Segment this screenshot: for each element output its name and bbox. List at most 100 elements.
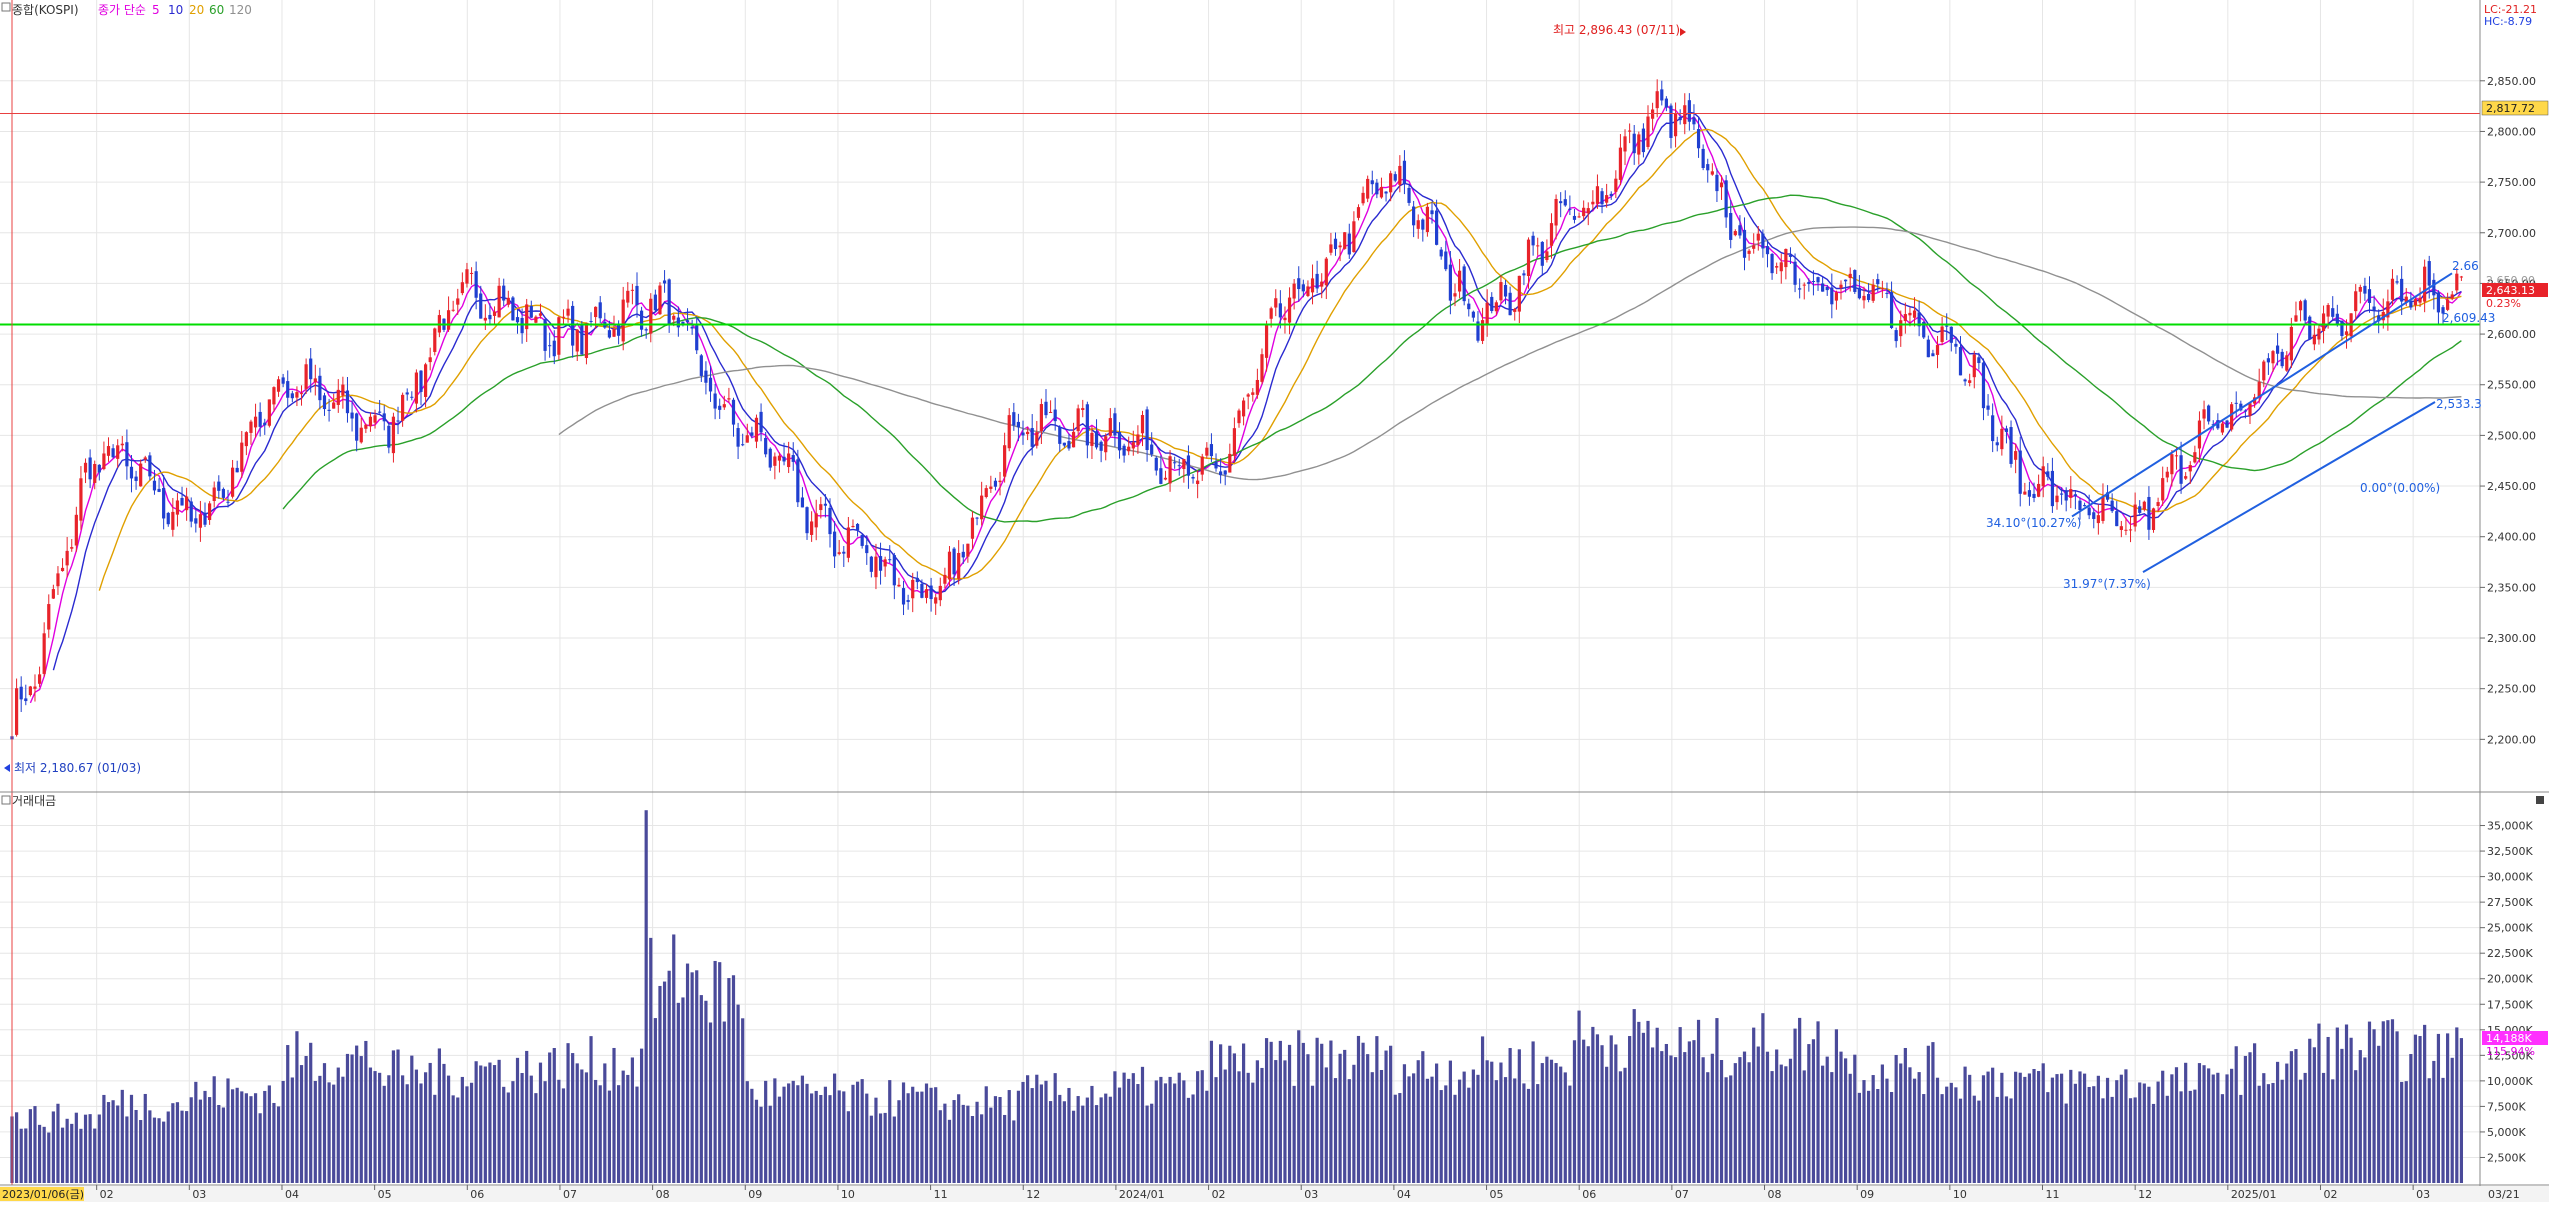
volume-bar <box>134 1109 138 1183</box>
month-tick-label: 05 <box>1490 1188 1504 1201</box>
volume-bar <box>768 1105 772 1183</box>
month-tick-label: 06 <box>1582 1188 1596 1201</box>
volume-bar <box>116 1105 120 1183</box>
candle-body <box>800 497 805 508</box>
candle-body <box>777 455 782 461</box>
volume-bar <box>2423 1024 2427 1183</box>
volume-bar <box>1246 1072 1250 1183</box>
ma-20-line <box>98 128 2462 591</box>
candle-body <box>1885 292 1889 294</box>
candle-body <box>198 514 203 528</box>
volume-bar <box>341 1076 345 1183</box>
candle-body <box>1706 164 1710 171</box>
candle-body <box>741 444 745 446</box>
volume-bar <box>2184 1062 2188 1183</box>
volume-bar <box>667 970 671 1183</box>
candle-body <box>51 589 55 599</box>
volume-bar <box>1765 1051 1770 1183</box>
volume-bar <box>1003 1114 1007 1183</box>
volume-bar <box>111 1100 115 1183</box>
candle-body <box>2289 326 2293 361</box>
candle-body <box>1894 330 1898 342</box>
volume-bar <box>378 1072 382 1183</box>
candle-body <box>1559 201 1563 204</box>
volume-bar <box>676 1002 680 1183</box>
volume-bar <box>456 1097 460 1183</box>
candle-body <box>2151 508 2156 530</box>
volume-bar <box>1692 1040 1696 1183</box>
candle-body <box>612 328 616 337</box>
volume-bar <box>14 1112 19 1183</box>
volume-bar <box>515 1057 520 1183</box>
volume-bar <box>1310 1085 1315 1183</box>
volume-bar <box>1816 1021 1820 1183</box>
price-tick-label: 2,550.00 <box>2487 379 2536 392</box>
candle-body <box>2446 299 2450 310</box>
candle-body <box>511 297 515 321</box>
volume-bar <box>1140 1066 1145 1183</box>
candle-body <box>644 329 648 331</box>
candle-body <box>419 370 423 392</box>
candle-body <box>203 512 207 525</box>
candle-body <box>1315 273 1319 289</box>
candle-body <box>2262 361 2266 381</box>
candle-body <box>1549 223 1554 246</box>
x-last-label: 03/21 <box>2488 1188 2520 1201</box>
candle-body <box>1384 191 1388 194</box>
volume-bar <box>901 1082 906 1183</box>
volume-bar <box>1287 1044 1292 1183</box>
candle-body <box>1660 89 1664 101</box>
volume-bars <box>10 810 2464 1183</box>
volume-bar <box>1926 1045 1930 1183</box>
candle-body <box>892 555 896 586</box>
candle-body <box>1816 277 1820 283</box>
candle-body <box>1908 312 1912 316</box>
volume-bar <box>171 1103 175 1183</box>
candle-body <box>1343 232 1347 249</box>
volume-bar <box>2436 1033 2441 1183</box>
candle-body <box>1981 362 1986 409</box>
volume-bar <box>235 1087 239 1183</box>
volume-bar <box>2161 1070 2165 1183</box>
volume-bar <box>1021 1081 1025 1183</box>
volume-bar <box>1448 1060 1452 1183</box>
high-annotation: 최고 2,896.43 (07/11) <box>1553 23 1680 37</box>
volume-bar <box>1379 1069 1384 1183</box>
volume-bar <box>1848 1073 1852 1183</box>
volume-bar <box>1389 1045 1393 1183</box>
volume-bar <box>1361 1042 1365 1183</box>
volume-bar <box>764 1080 768 1183</box>
volume-bar <box>529 1075 533 1183</box>
candle-body <box>2367 289 2372 303</box>
candle-body <box>162 487 166 519</box>
volume-tick-label: 5,000K <box>2487 1126 2526 1139</box>
volume-bar <box>1742 1051 1747 1183</box>
candle-body <box>355 413 359 441</box>
volume-bar <box>883 1112 887 1183</box>
month-tick-label: 05 <box>378 1188 392 1201</box>
volume-bar <box>1756 1046 1760 1183</box>
volume-bar <box>2308 1038 2312 1183</box>
candle-body <box>2096 515 2100 524</box>
candle-body <box>828 507 832 535</box>
candle-body <box>1554 198 1558 226</box>
candle-body <box>244 432 248 447</box>
volume-bar <box>874 1097 878 1183</box>
candle-body <box>557 317 561 355</box>
volume-bar <box>1889 1091 1894 1183</box>
volume-bar <box>952 1100 956 1183</box>
candle-body <box>1366 178 1370 199</box>
volume-bar <box>166 1111 170 1183</box>
volume-bar <box>1517 1049 1521 1183</box>
volume-bar <box>635 1086 639 1183</box>
candle-body <box>1241 400 1246 417</box>
candle-body <box>175 500 180 515</box>
candle-body <box>1784 248 1788 268</box>
candle-body <box>2211 424 2215 426</box>
volume-bar <box>318 1075 322 1183</box>
volume-bar <box>1471 1069 1475 1183</box>
volume-bar <box>1825 1056 1829 1183</box>
candle-body <box>1457 270 1462 292</box>
candle-body <box>1232 428 1237 456</box>
volume-bar <box>1696 1019 1701 1183</box>
